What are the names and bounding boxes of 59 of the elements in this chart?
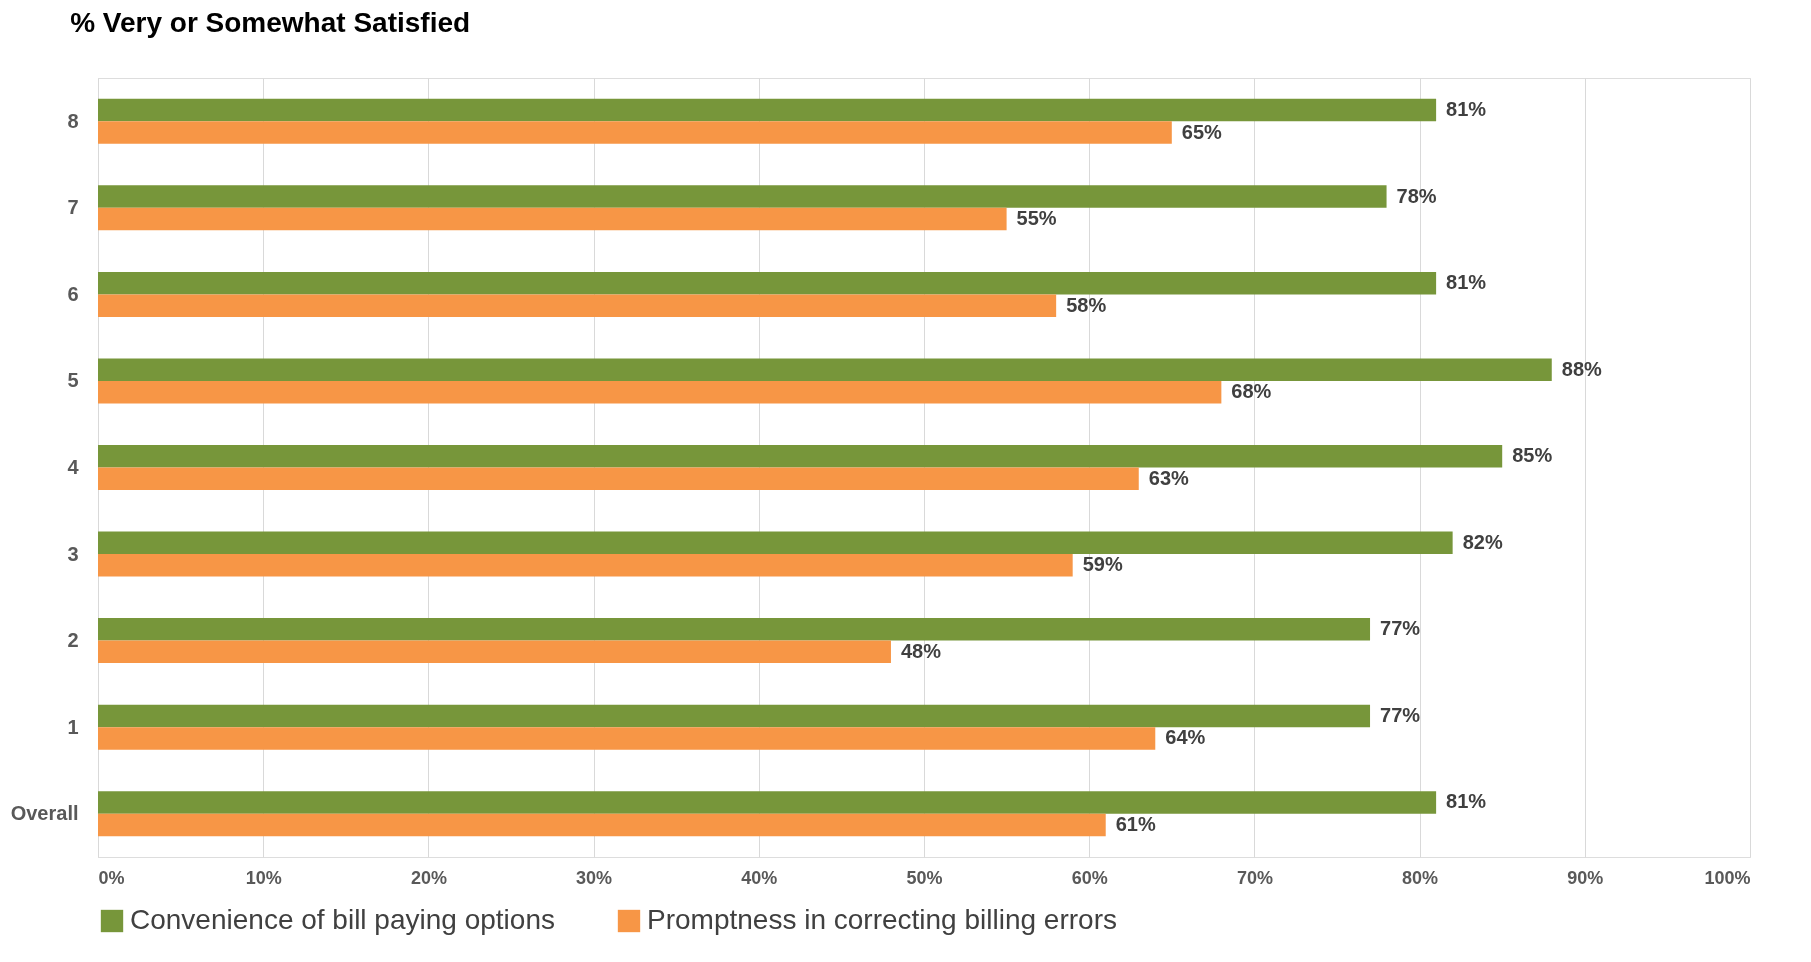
x-tick-label: 50% (906, 867, 943, 888)
y-tick-label: 8 (67, 109, 79, 132)
data-label: 81% (1446, 790, 1487, 813)
data-label: 48% (900, 639, 942, 662)
data-label: 88% (1561, 357, 1603, 380)
bar (98, 445, 1503, 468)
legend-label: Convenience of bill paying options (130, 904, 555, 935)
y-tick-label: 2 (67, 629, 79, 652)
y-tick-label: 3 (67, 542, 79, 565)
bar (98, 791, 1437, 814)
data-label: 82% (1462, 530, 1503, 553)
bar (98, 358, 1552, 381)
y-tick-label: 1 (67, 715, 79, 738)
data-label: 68% (1231, 380, 1272, 403)
data-label: 77% (1380, 703, 1421, 726)
data-label: 59% (1082, 553, 1123, 576)
data-label: 81% (1446, 98, 1487, 121)
bar (98, 531, 1453, 555)
x-tick-label: 20% (410, 867, 447, 888)
x-tick-label: 0% (98, 867, 125, 888)
data-label: 77% (1380, 617, 1421, 640)
legend-label: Promptness in correcting billing errors (647, 904, 1117, 935)
bar (98, 727, 1156, 750)
x-tick-label: 70% (1236, 867, 1273, 888)
y-tick-label: 7 (67, 196, 79, 219)
data-label: 61% (1115, 812, 1156, 835)
bar (98, 618, 1371, 641)
x-tick-label: 80% (1402, 867, 1439, 888)
bar (98, 207, 1007, 231)
data-label: 58% (1066, 293, 1107, 316)
bar (98, 271, 1437, 295)
bar (98, 467, 1139, 490)
bar (98, 813, 1106, 837)
bar (98, 380, 1222, 404)
bar (98, 704, 1371, 728)
y-tick-label: 4 (67, 456, 80, 478)
data-label: 78% (1396, 184, 1437, 207)
data-label: 81% (1446, 271, 1487, 294)
y-tick-label: 5 (67, 369, 79, 392)
bar (98, 98, 1437, 122)
bar (98, 121, 1172, 144)
x-tick-label: 90% (1567, 867, 1604, 888)
bar (98, 185, 1387, 208)
x-tick-label: 10% (245, 867, 282, 888)
x-tick-label: 30% (576, 867, 613, 888)
data-label: 65% (1181, 120, 1223, 143)
x-tick-label: 40% (741, 867, 778, 888)
bar (98, 554, 1073, 577)
y-tick-label: Overall (10, 802, 79, 825)
x-tick-label: 60% (1071, 867, 1108, 888)
bar (98, 640, 891, 664)
data-label: 64% (1165, 726, 1206, 749)
data-label: 85% (1512, 444, 1553, 467)
data-label: 55% (1016, 207, 1057, 230)
x-tick-label: 100% (1704, 867, 1751, 888)
data-label: 63% (1148, 466, 1190, 489)
bar (98, 294, 1057, 317)
y-tick-label: 6 (67, 282, 79, 305)
chart-title: % Very or Somewhat Satisfied (70, 7, 471, 38)
